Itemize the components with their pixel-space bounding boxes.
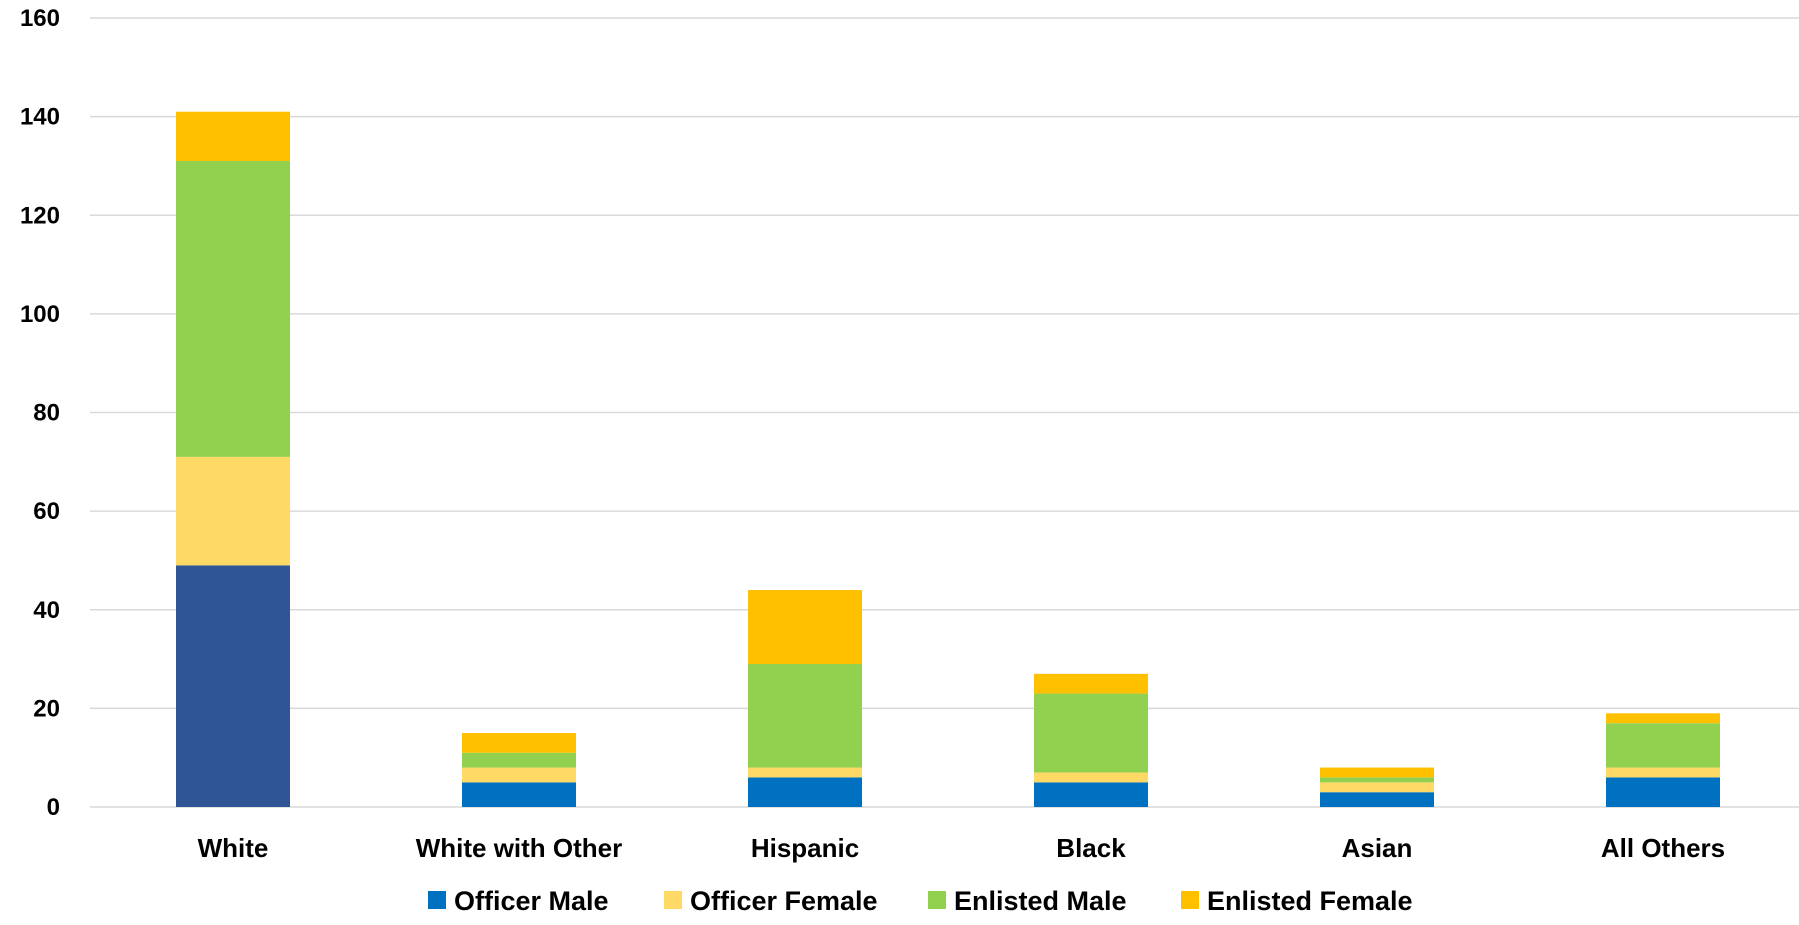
y-tick-label: 0	[47, 794, 60, 821]
x-category-label: All Others	[1601, 833, 1725, 863]
bar-segment-hispanic-officer-female	[748, 767, 862, 778]
legend-label: Enlisted Female	[1207, 886, 1413, 916]
x-category-label: Asian	[1342, 833, 1413, 863]
y-tick-label: 160	[20, 5, 60, 32]
y-tick-label: 140	[20, 104, 60, 131]
legend-swatch	[428, 891, 446, 909]
legend-label: Enlisted Male	[954, 886, 1127, 916]
y-tick-label: 40	[33, 597, 60, 624]
bar-segment-black-enlisted-female	[1034, 673, 1148, 694]
bar-segment-white-enlisted-female	[176, 111, 290, 162]
bar-segment-all-others-enlisted-male	[1606, 723, 1720, 768]
bar-segment-asian-enlisted-male	[1320, 777, 1434, 783]
legend-swatch	[1181, 891, 1199, 909]
bar-segment-all-others-officer-female	[1606, 767, 1720, 778]
bar-segment-white-with-other-enlisted-male	[462, 752, 576, 768]
legend-item-enlisted-female: Enlisted Female	[1181, 886, 1413, 916]
x-axis-categories: White White with Other Hispanic Black Asian A…	[198, 833, 1726, 863]
legend-swatch	[928, 891, 946, 909]
bar-segment-black-officer-female	[1034, 772, 1148, 783]
y-tick-label: 80	[33, 400, 60, 427]
bar-segment-white-enlisted-male	[176, 161, 290, 457]
bar-segment-all-others-officer-male	[1606, 777, 1720, 807]
bar-segment-asian-officer-female	[1320, 782, 1434, 793]
y-tick-label: 60	[33, 498, 60, 525]
bar-segment-asian-enlisted-female	[1320, 767, 1434, 778]
legend-item-officer-male: Officer Male	[428, 886, 609, 916]
legend-item-enlisted-male: Enlisted Male	[928, 886, 1127, 916]
bar-segment-white-officer-male	[176, 565, 290, 807]
bar-segment-white-with-other-officer-male	[462, 782, 576, 807]
legend-label: Officer Male	[454, 886, 609, 916]
legend-item-officer-female: Officer Female	[664, 886, 878, 916]
bar-segment-hispanic-officer-male	[748, 777, 862, 807]
bar-segment-black-officer-male	[1034, 782, 1148, 807]
y-tick-label: 120	[20, 202, 60, 229]
bar-segment-white-officer-female	[176, 456, 290, 566]
y-tick-label: 100	[20, 301, 60, 328]
x-category-label: Hispanic	[751, 833, 859, 863]
gridlines	[90, 17, 1799, 808]
bars	[176, 111, 1720, 807]
y-tick-label: 20	[33, 695, 60, 722]
bar-segment-black-enlisted-male	[1034, 693, 1148, 773]
legend: Officer Male Officer Female Enlisted Male E…	[428, 886, 1413, 916]
y-axis-ticks: 0 20 40 60 80 100 120 140 160	[20, 5, 60, 821]
legend-label: Officer Female	[690, 886, 878, 916]
x-category-label: White with Other	[416, 833, 623, 863]
bar-segment-hispanic-enlisted-female	[748, 590, 862, 664]
legend-swatch	[664, 891, 682, 909]
bar-segment-all-others-enlisted-female	[1606, 713, 1720, 724]
x-category-label: White	[198, 833, 269, 863]
bar-segment-white-with-other-enlisted-female	[462, 733, 576, 753]
x-category-label: Black	[1056, 833, 1126, 863]
bar-segment-hispanic-enlisted-male	[748, 663, 862, 768]
bar-segment-asian-officer-male	[1320, 792, 1434, 807]
bar-segment-white-with-other-officer-female	[462, 767, 576, 783]
